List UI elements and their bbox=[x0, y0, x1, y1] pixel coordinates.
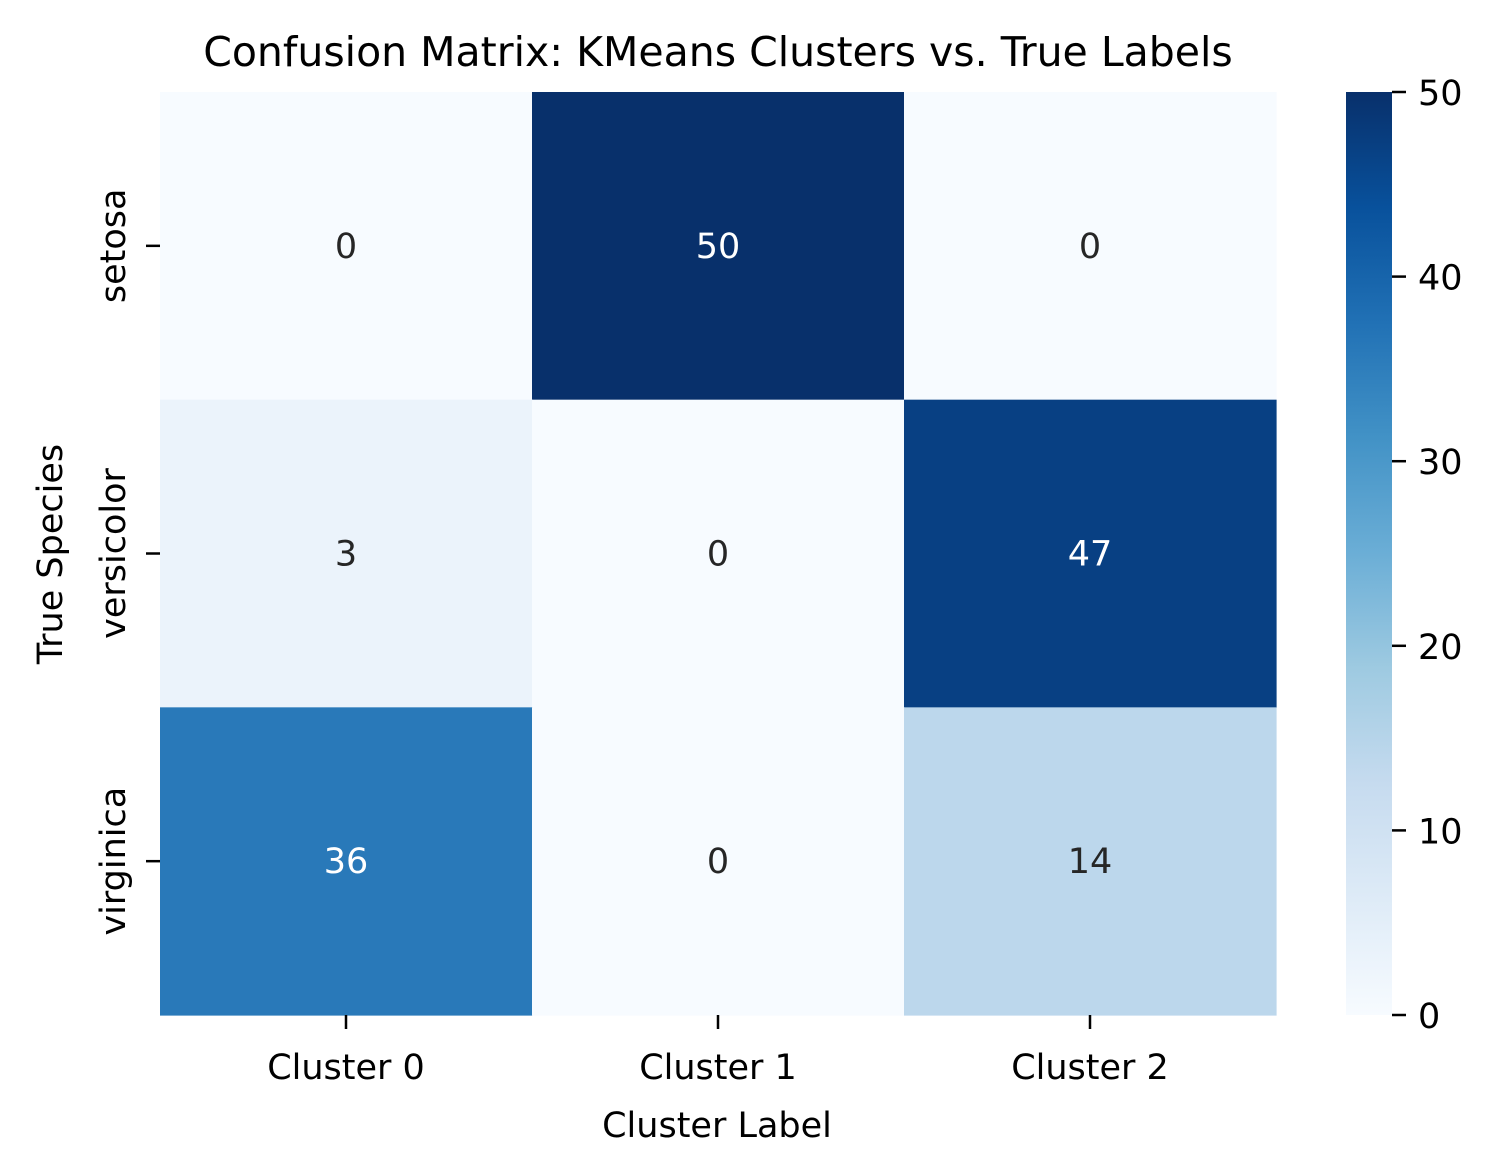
x-tick-label: Cluster 0 bbox=[267, 1048, 425, 1088]
cell-value-label: 47 bbox=[1068, 535, 1113, 575]
colorbar-tick-label: 50 bbox=[1418, 74, 1463, 114]
cell-value-label: 0 bbox=[707, 535, 729, 575]
x-tick-label: Cluster 2 bbox=[1011, 1048, 1169, 1088]
cell-value-label: 0 bbox=[335, 227, 357, 267]
cell-value-label: 36 bbox=[324, 842, 369, 882]
colorbar-tick-label: 40 bbox=[1418, 259, 1463, 299]
colorbar-tick-label: 20 bbox=[1418, 628, 1463, 668]
heatmap-cell bbox=[532, 399, 905, 708]
x-axis-label: Cluster Label bbox=[602, 1106, 832, 1146]
heatmap-cell bbox=[904, 399, 1277, 708]
cell-value-label: 3 bbox=[335, 535, 357, 575]
cell-value-label: 50 bbox=[696, 227, 741, 267]
colorbar: 0 10 20 30 40 50 bbox=[1346, 74, 1463, 1037]
heatmap-cells bbox=[160, 92, 1277, 1016]
x-axis: Cluster 0 Cluster 1 Cluster 2 bbox=[267, 1015, 1169, 1088]
colorbar-ticks: 0 10 20 30 40 50 bbox=[1392, 74, 1463, 1037]
heatmap-cell bbox=[904, 92, 1277, 401]
cell-value-label: 0 bbox=[1079, 227, 1101, 267]
colorbar-tick-label: 30 bbox=[1418, 443, 1463, 483]
colorbar-tick-label: 10 bbox=[1418, 812, 1463, 852]
y-axis-label: True Species bbox=[31, 444, 71, 665]
colorbar-tick-label: 0 bbox=[1418, 997, 1440, 1037]
y-tick-label: virginica bbox=[94, 787, 134, 936]
y-tick-label: setosa bbox=[94, 189, 134, 304]
heatmap-cell bbox=[160, 399, 533, 708]
cell-value-label: 14 bbox=[1068, 842, 1113, 882]
heatmap-cell bbox=[532, 707, 905, 1016]
colorbar-gradient bbox=[1346, 92, 1392, 1015]
y-axis: setosa versicolor virginica bbox=[94, 189, 160, 936]
heatmap-cell bbox=[160, 707, 533, 1016]
cell-annotations: 0 50 0 3 0 47 36 0 14 bbox=[324, 227, 1113, 882]
chart-title: Confusion Matrix: KMeans Clusters vs. Tr… bbox=[203, 28, 1233, 76]
heatmap-cell bbox=[532, 92, 905, 401]
x-tick-label: Cluster 1 bbox=[639, 1048, 797, 1088]
cell-value-label: 0 bbox=[707, 842, 729, 882]
heatmap-cell bbox=[160, 92, 533, 401]
heatmap-cell bbox=[904, 707, 1277, 1016]
y-tick-label: versicolor bbox=[94, 468, 134, 639]
